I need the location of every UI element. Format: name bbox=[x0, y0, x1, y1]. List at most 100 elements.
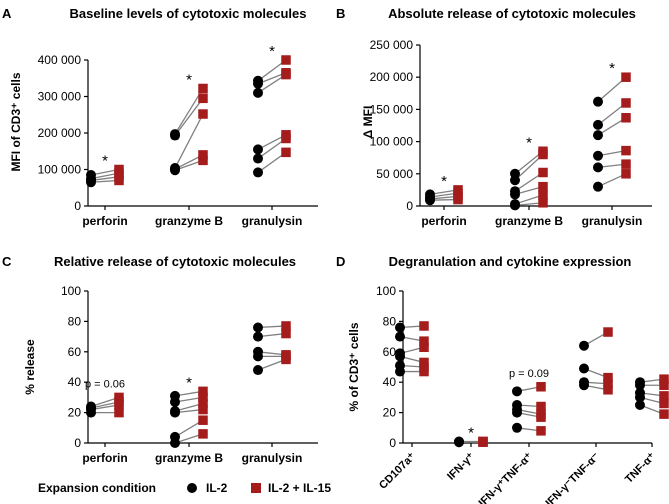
il2-point bbox=[253, 322, 263, 333]
y-tick-label: 300 000 bbox=[38, 90, 82, 104]
il215-point bbox=[281, 55, 291, 65]
il2-point bbox=[593, 150, 603, 161]
il215-point bbox=[419, 336, 429, 346]
y-tick-label: 100 bbox=[61, 284, 81, 298]
il215-point bbox=[198, 415, 208, 425]
legend-title: Expansion condition bbox=[38, 481, 156, 495]
y-tick-label: 200 000 bbox=[370, 70, 414, 84]
il2-point bbox=[593, 130, 603, 141]
il215-point bbox=[198, 93, 208, 104]
panel-d-ylabel: % of CD3⁺ cells bbox=[347, 322, 361, 411]
il215-point bbox=[198, 386, 208, 397]
legend-il215-label: IL-2 + IL-15 bbox=[268, 481, 331, 495]
il215-point bbox=[621, 98, 631, 108]
il2-point bbox=[510, 175, 520, 186]
il215-point bbox=[198, 429, 208, 439]
il215-point bbox=[419, 342, 429, 352]
x-tick-label: CD107a⁺ bbox=[377, 451, 418, 492]
significance-label: * bbox=[609, 60, 615, 77]
il2-point bbox=[86, 407, 96, 418]
il215-point bbox=[538, 190, 548, 200]
il215-point bbox=[621, 72, 631, 82]
panel-a-title: Baseline levels of cytotoxic molecules bbox=[70, 6, 307, 21]
il215-point bbox=[198, 150, 208, 160]
x-tick-label: granzyme B bbox=[155, 214, 223, 228]
il215-point bbox=[198, 155, 208, 166]
panel-letter-a: A bbox=[2, 6, 12, 21]
il215-point bbox=[536, 382, 546, 392]
il2-point bbox=[170, 130, 180, 141]
il215-point bbox=[281, 321, 291, 331]
il2-point bbox=[170, 165, 180, 176]
y-tick-label: 0 bbox=[389, 436, 396, 450]
x-tick-label: IFN-γ⁺ bbox=[445, 451, 477, 483]
significance-label: * bbox=[269, 43, 275, 60]
x-tick-label: perforin bbox=[82, 451, 127, 465]
il215-point bbox=[536, 426, 546, 436]
x-tick-label: granulysin bbox=[242, 451, 303, 465]
panel-b-title: Absolute release of cytotoxic molecules bbox=[388, 6, 636, 21]
y-tick-label: 100 000 bbox=[38, 163, 82, 177]
il215-point bbox=[538, 198, 548, 208]
il215-point bbox=[603, 327, 613, 337]
il2-point bbox=[425, 195, 435, 206]
panel-b-ylabel: Δ MFI bbox=[361, 106, 375, 139]
x-tick-label: granzyme B bbox=[495, 214, 563, 228]
il215-point bbox=[659, 380, 669, 390]
significance-label: * bbox=[102, 153, 108, 170]
panel-c-title: Relative release of cytotoxic molecules bbox=[54, 254, 296, 269]
il2-point bbox=[395, 351, 405, 362]
legend-il2-label: IL-2 bbox=[206, 481, 228, 495]
il2-point bbox=[579, 340, 589, 351]
panel-d-title: Degranulation and cytokine expression bbox=[389, 254, 632, 269]
il215-point bbox=[536, 412, 546, 422]
il215-point bbox=[538, 149, 548, 160]
il2-point bbox=[253, 351, 263, 362]
il215-point bbox=[478, 437, 488, 447]
il2-point bbox=[253, 87, 263, 98]
il215-point bbox=[621, 113, 631, 123]
il215-point bbox=[114, 400, 124, 410]
il2-point bbox=[635, 380, 645, 391]
significance-label: * bbox=[186, 71, 192, 88]
pair-line bbox=[174, 97, 204, 136]
il215-point bbox=[621, 159, 631, 169]
pair-line bbox=[174, 113, 204, 169]
il2-point bbox=[253, 365, 263, 376]
y-tick-label: 0 bbox=[74, 436, 81, 450]
il215-point bbox=[536, 401, 546, 412]
y-tick-label: 50 000 bbox=[376, 167, 413, 181]
panel-letter-b: B bbox=[336, 6, 345, 21]
il2-point bbox=[510, 200, 520, 211]
il2-point bbox=[512, 407, 522, 418]
il215-point bbox=[659, 398, 669, 409]
il215-point bbox=[621, 145, 631, 156]
il215-point bbox=[603, 385, 613, 395]
il215-point bbox=[198, 392, 208, 403]
il2-point bbox=[395, 322, 405, 333]
il215-point bbox=[538, 181, 548, 192]
il215-point bbox=[198, 404, 208, 415]
il2-point bbox=[170, 407, 180, 418]
il2-point bbox=[593, 119, 603, 130]
panel-d-plot: 0 20 40 60 80 100 CD107a⁺ IFN-γ⁺ *IFN-γ⁺TNF-α⁺ p … bbox=[376, 284, 669, 504]
il2-point bbox=[512, 422, 522, 433]
il2-point bbox=[395, 366, 405, 377]
significance-label: * bbox=[526, 134, 532, 151]
il215-point bbox=[419, 321, 429, 331]
il215-point bbox=[114, 175, 124, 186]
il2-point bbox=[395, 331, 405, 342]
il2-point bbox=[635, 392, 645, 403]
x-tick-label: TNF-α⁺ bbox=[623, 451, 658, 486]
y-tick-label: 400 000 bbox=[38, 53, 82, 67]
il2-point bbox=[253, 153, 263, 164]
y-tick-label: 80 bbox=[383, 314, 397, 328]
il2-point bbox=[170, 438, 180, 448]
il215-point bbox=[281, 147, 291, 158]
y-tick-label: 40 bbox=[383, 375, 397, 389]
x-tick-label: granulysin bbox=[582, 214, 643, 228]
y-tick-label: 60 bbox=[383, 345, 397, 359]
significance-label: * bbox=[468, 424, 474, 441]
il215-point bbox=[659, 391, 669, 401]
